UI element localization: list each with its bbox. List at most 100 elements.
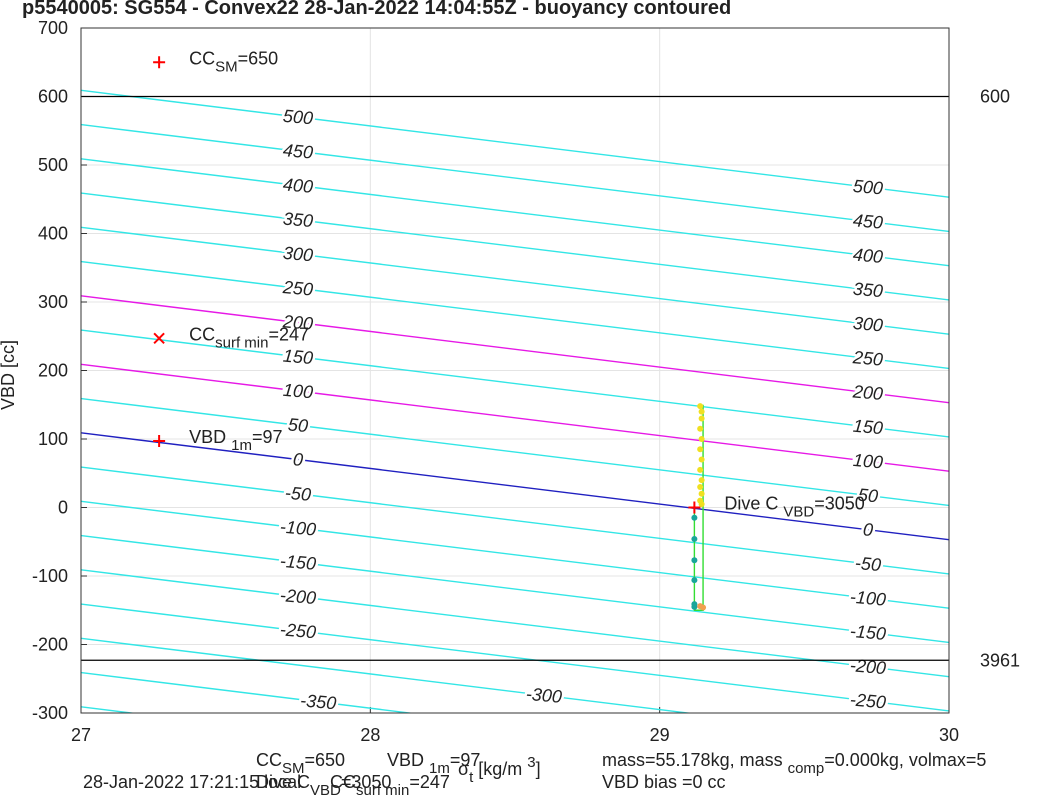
contour-label: -100	[849, 587, 887, 610]
y-tick-label: -100	[32, 566, 68, 586]
data-point	[698, 501, 705, 508]
data-point	[700, 604, 707, 611]
contour-label: -350	[299, 690, 337, 713]
contour-line	[81, 89, 949, 198]
contour-label: 400	[282, 174, 314, 197]
footer-text: σt [kg/m 3]	[458, 754, 541, 786]
data-point	[698, 415, 705, 422]
marker-label: Dive C VBD=3050	[724, 494, 864, 521]
text-segment: =247	[268, 324, 309, 344]
contour-line	[81, 329, 949, 438]
x-tick-label: 28	[360, 725, 380, 745]
text-segment: 3	[527, 754, 535, 771]
contour-label: -200	[849, 655, 887, 678]
text-segment: t	[469, 769, 474, 786]
contour-line	[81, 158, 949, 267]
text-segment: VBD	[783, 504, 814, 521]
text-segment: CC	[330, 772, 356, 792]
marker	[688, 501, 701, 514]
data-point	[697, 466, 704, 473]
y-tick-label: -300	[32, 703, 68, 723]
contour-line	[81, 226, 949, 335]
contour-label: 150	[282, 346, 314, 369]
contour-line	[81, 192, 949, 301]
contour-label: 0	[862, 519, 874, 540]
data-point	[697, 446, 704, 453]
contour-label: -50	[284, 483, 312, 505]
contour-line	[81, 123, 949, 233]
text-segment: 28-Jan-2022 17:21:15 local	[83, 772, 301, 792]
reference-label: 600	[980, 87, 1010, 107]
text-segment: =3050	[814, 494, 865, 514]
contour-label: 150	[852, 416, 884, 439]
data-point	[698, 490, 705, 497]
contour-label: -250	[849, 689, 887, 712]
text-segment: VBD	[189, 427, 231, 447]
text-segment: surf min	[215, 334, 268, 351]
contour-label: 50	[287, 414, 309, 436]
text-segment: mass=55.178kg, mass	[602, 750, 788, 770]
y-tick-label: 0	[58, 498, 68, 518]
marker	[153, 435, 166, 448]
text-segment: surf min	[356, 782, 409, 796]
x-tick-label: 30	[939, 725, 959, 745]
contour-label: 200	[851, 381, 884, 404]
contour-line	[81, 603, 949, 712]
data-point	[697, 425, 704, 432]
data-point	[691, 577, 698, 584]
data-point	[698, 436, 705, 442]
marker-label: CCsurf min=247	[189, 324, 309, 351]
contour-label: 100	[852, 450, 884, 473]
marker-label: CCSM=650	[189, 48, 278, 75]
marker-label: VBD 1m=97	[189, 427, 282, 454]
data-point	[698, 456, 705, 463]
contour-line	[81, 363, 949, 472]
contour-label: 250	[851, 347, 884, 370]
data-point	[691, 603, 698, 610]
text-segment: CC	[256, 750, 282, 770]
text-segment: =247	[409, 772, 450, 792]
text-segment: VBD bias =0 cc	[602, 772, 726, 792]
data-point	[698, 408, 705, 415]
y-tick-label: 600	[38, 87, 68, 107]
contour-label: -150	[279, 551, 317, 574]
y-tick-label: 500	[38, 155, 68, 175]
footer-text: Dive CVBD=3050	[256, 772, 391, 796]
contour-label: 300	[282, 243, 314, 266]
y-tick-label: 700	[38, 18, 68, 38]
text-segment: [kg/m	[473, 759, 527, 779]
contour-label: -300	[525, 684, 563, 707]
contour-label: -250	[279, 619, 317, 642]
text-segment: =97	[252, 427, 283, 447]
contour-label: 500	[852, 176, 884, 199]
text-segment: =97	[450, 750, 481, 770]
text-segment: CC	[189, 324, 215, 344]
footer-text: VBD bias =0 cc	[602, 772, 726, 792]
contour-line	[81, 295, 949, 404]
contour-label: -150	[849, 621, 887, 644]
contour-line	[81, 466, 949, 575]
text-segment: SM	[215, 58, 238, 75]
footer-text: CCsurf min=247	[330, 772, 450, 796]
contour-line	[81, 500, 949, 609]
contour-label: -200	[279, 585, 317, 608]
text-segment: ]	[536, 759, 541, 779]
contour-label: 500	[282, 106, 314, 129]
marker	[153, 332, 165, 345]
contour-label: 350	[282, 209, 314, 232]
contour-line	[81, 397, 949, 507]
contour-label: 450	[282, 140, 314, 163]
y-tick-label: 400	[38, 224, 68, 244]
data-point	[691, 514, 698, 521]
text-segment: VBD	[310, 782, 341, 796]
contour-label: 100	[282, 380, 314, 403]
footer-text: 28-Jan-2022 17:21:15 local	[83, 772, 301, 792]
contour-label: 250	[281, 277, 314, 300]
plot-frame	[80, 27, 950, 714]
text-segment: =650	[238, 48, 279, 68]
contour-label: -100	[279, 517, 317, 540]
text-segment: 1m	[429, 760, 450, 777]
text-segment: =650	[305, 750, 346, 770]
